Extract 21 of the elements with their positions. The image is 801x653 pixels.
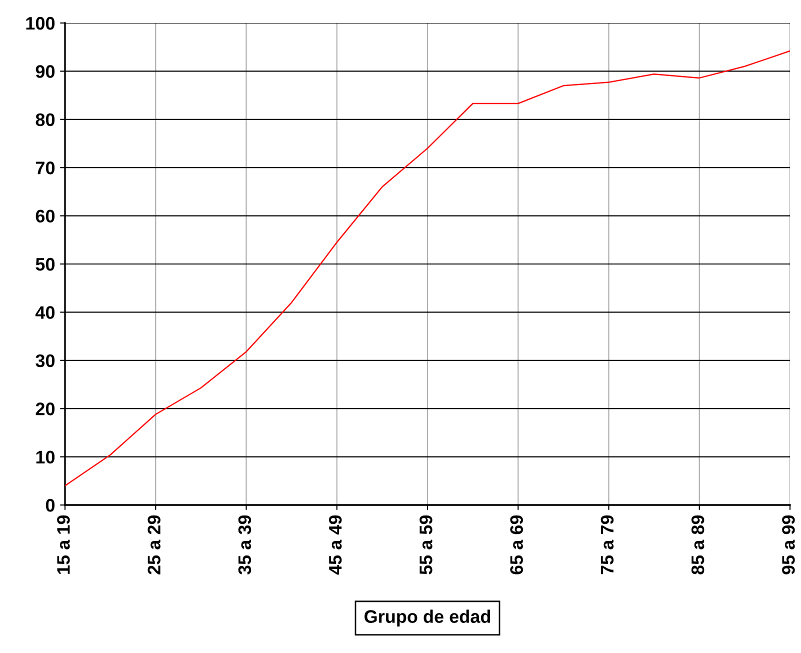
y-tick-label: 40	[35, 306, 55, 319]
y-tick-label: 20	[36, 402, 55, 416]
x-tick-label: 65 a 69	[510, 515, 523, 574]
x-tick-label: 35 a 39	[238, 515, 252, 575]
y-tick-label: 70	[36, 162, 55, 174]
x-axis-title: Grupo de edad	[364, 610, 490, 627]
y-tick-label: 100	[26, 16, 55, 30]
y-tick-label: 60	[36, 210, 55, 223]
y-tick-label: 90	[36, 65, 55, 78]
x-tick-label: 15 a 19	[57, 515, 70, 574]
x-tick-label: 25 a 29	[148, 515, 160, 574]
y-tick-label: 50	[36, 258, 55, 271]
x-tick-label: 55 a 59	[420, 515, 432, 574]
y-tick-label: 0	[46, 498, 55, 512]
y-tick-label: 10	[36, 450, 55, 464]
x-tick-label: 45 a 49	[328, 515, 342, 575]
x-tick-label: 85 a 89	[691, 515, 704, 574]
x-tick-label: 75 a 79	[600, 515, 614, 574]
y-tick-label: 80	[36, 113, 55, 126]
x-tick-label: 95 a 99	[782, 515, 795, 574]
y-tick-label: 30	[36, 354, 55, 368]
